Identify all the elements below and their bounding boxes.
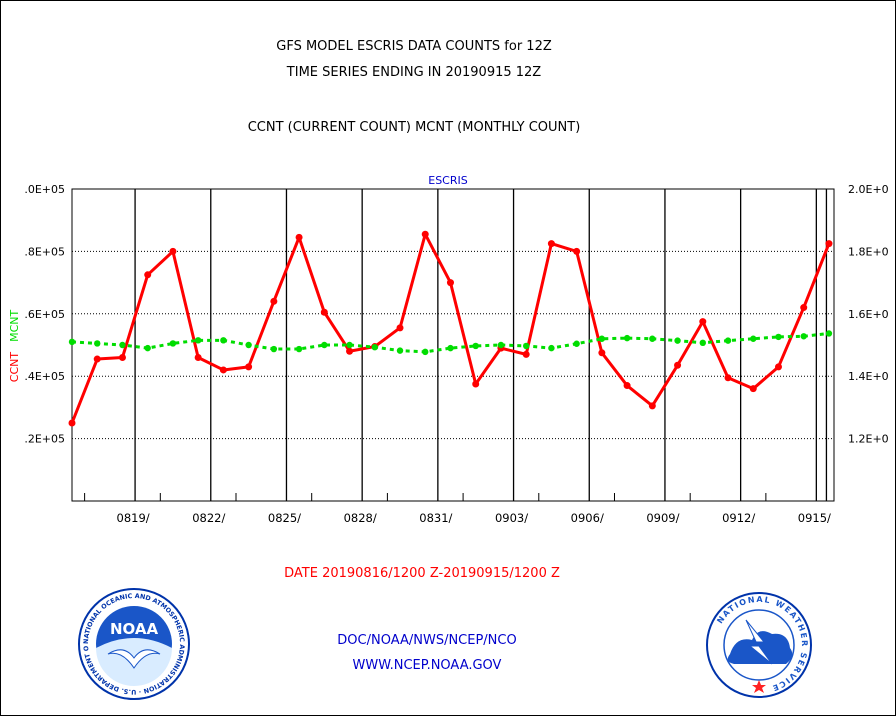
data-point-mcnt	[371, 343, 378, 351]
data-point-mcnt	[346, 341, 353, 349]
data-point-ccnt	[648, 402, 656, 410]
right-tick-label: 1.6E+0	[848, 308, 889, 321]
data-point-ccnt	[749, 385, 757, 393]
data-point-mcnt	[169, 340, 177, 347]
data-point-mcnt	[598, 335, 606, 342]
right-tick-label: 1.8E+0	[848, 245, 889, 258]
data-point-mcnt	[497, 341, 505, 349]
data-point-mcnt	[472, 342, 479, 350]
x-tick-label: 0912/	[722, 511, 755, 525]
series-layer	[68, 230, 833, 427]
left-tick-label: .4E+05	[24, 370, 65, 383]
data-point-ccnt	[598, 349, 606, 357]
data-point-ccnt	[295, 233, 303, 241]
data-point-ccnt	[547, 240, 555, 248]
left-axis-label: CCNT MCNT	[8, 310, 21, 383]
data-point-mcnt	[522, 342, 530, 350]
data-point-ccnt	[245, 363, 253, 371]
data-point-mcnt	[548, 344, 555, 352]
data-point-mcnt	[144, 344, 151, 352]
data-point-mcnt	[68, 338, 76, 346]
data-point-mcnt	[775, 333, 782, 341]
nws-logo: NATIONAL WEATHER SERVICE	[706, 592, 812, 698]
data-point-ccnt	[699, 318, 707, 326]
data-point-ccnt	[118, 353, 126, 361]
data-point-mcnt	[750, 335, 757, 342]
data-point-ccnt	[169, 247, 177, 255]
x-tick-label: 0909/	[646, 511, 679, 525]
data-point-mcnt	[321, 341, 328, 349]
data-point-mcnt	[649, 335, 656, 342]
data-point-mcnt	[825, 330, 833, 337]
data-point-ccnt	[346, 347, 354, 355]
data-point-mcnt	[447, 344, 454, 352]
data-point-mcnt	[623, 334, 631, 342]
data-point-ccnt	[573, 247, 581, 255]
noaa-logo: NATIONAL OCEANIC AND ATMOSPHERIC ADMINIS…	[78, 588, 190, 700]
left-axis-label-part: CCNT	[8, 352, 21, 383]
chart-subtitle: CCNT (CURRENT COUNT) MCNT (MONTHLY COUNT…	[247, 120, 581, 135]
data-point-ccnt	[194, 353, 202, 361]
data-point-mcnt	[396, 347, 404, 354]
data-point-mcnt	[422, 348, 429, 356]
data-point-ccnt	[774, 363, 782, 371]
left-tick-label: .0E+05	[24, 183, 65, 196]
x-tick-label: 0903/	[495, 511, 528, 525]
data-point-mcnt	[119, 341, 126, 349]
chart-title-line-2: TIME SERIES ENDING IN 20190915 12Z	[286, 65, 542, 80]
left-tick-label: .6E+05	[24, 308, 65, 321]
series-line-ccnt	[70, 232, 831, 424]
plot-border	[71, 188, 835, 502]
data-point-mcnt	[245, 341, 252, 349]
left-axis-label-part: MCNT	[8, 310, 21, 342]
footer-org: DOC/NOAA/NWS/NCEP/NCO	[337, 633, 517, 648]
date-range-label: DATE 20190816/1200 Z-20190915/1200 Z	[284, 566, 560, 581]
data-point-ccnt	[472, 380, 480, 388]
x-tick-label: 0828/	[344, 511, 377, 525]
left-tick-label: .8E+05	[24, 245, 65, 258]
x-tick-label: 0819/	[117, 511, 150, 525]
left-tick-label: .2E+05	[24, 433, 65, 446]
right-tick-label: 1.2E+0	[848, 433, 889, 446]
axis-label-layer: .2E+05 .4E+05 .6E+05 .8E+05 .0E+05 1.2E+0 1.4E…	[8, 183, 889, 525]
x-tick-label: 0825/	[268, 511, 301, 525]
data-point-ccnt	[800, 304, 808, 312]
data-point-ccnt	[93, 355, 101, 363]
data-point-mcnt	[295, 345, 303, 353]
x-tick-label: 0822/	[192, 511, 225, 525]
noaa-logo-text: NOAA	[110, 620, 159, 638]
x-tick-label: 0831/	[419, 511, 452, 525]
data-point-mcnt	[194, 337, 202, 344]
grid-layer	[71, 188, 835, 502]
data-point-mcnt	[270, 345, 278, 353]
data-point-ccnt	[522, 350, 530, 358]
chart-title-line-1: GFS MODEL ESCRIS DATA COUNTS for 12Z	[276, 39, 552, 54]
data-point-ccnt	[674, 361, 682, 369]
x-tick-label: 0915/	[798, 511, 831, 525]
data-point-ccnt	[623, 382, 631, 390]
data-point-mcnt	[674, 337, 681, 344]
panel-title: ESCRIS	[428, 174, 468, 187]
footer-url: WWW.NCEP.NOAA.GOV	[352, 658, 502, 673]
data-point-ccnt	[825, 240, 833, 248]
data-point-mcnt	[573, 340, 580, 347]
x-tick-label: 0906/	[571, 511, 604, 525]
data-point-ccnt	[724, 374, 732, 382]
data-point-mcnt	[220, 337, 227, 344]
data-point-ccnt	[320, 308, 328, 316]
data-point-ccnt	[421, 230, 429, 238]
data-point-mcnt	[724, 337, 732, 344]
data-point-mcnt	[800, 333, 807, 340]
data-point-ccnt	[446, 279, 454, 287]
data-point-mcnt	[699, 339, 706, 347]
right-tick-label: 1.4E+0	[848, 370, 889, 383]
data-point-ccnt	[219, 366, 227, 374]
data-point-ccnt	[144, 271, 152, 279]
data-point-ccnt	[396, 324, 404, 332]
data-point-mcnt	[94, 340, 101, 347]
data-point-ccnt	[68, 419, 76, 427]
right-tick-label: 2.0E+0	[848, 183, 889, 196]
data-point-ccnt	[270, 297, 278, 305]
